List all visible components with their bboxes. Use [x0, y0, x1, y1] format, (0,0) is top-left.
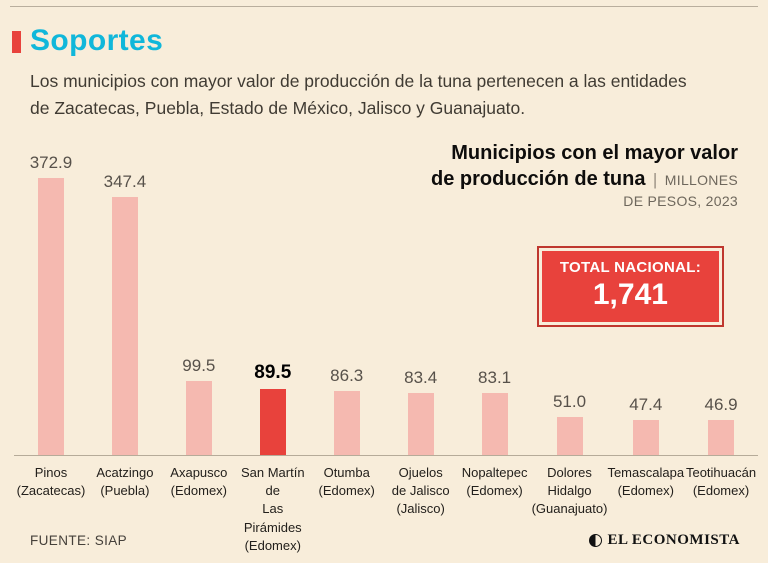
footer: FUENTE: SIAP EL ECONOMISTA	[30, 532, 740, 549]
description: Los municipios con mayor valor de produc…	[30, 71, 687, 119]
bar	[111, 197, 138, 455]
bar-category-label: Pinos (Zacatecas)	[16, 465, 86, 499]
bar-column: 46.9 Teotihuacán (Edomex)	[684, 145, 758, 555]
bar-column: 99.5 Axapusco (Edomex)	[162, 145, 236, 555]
total-national-box: TOTAL NACIONAL: 1,741	[536, 246, 724, 327]
bar-value-label: 372.9	[29, 153, 73, 172]
bar	[708, 420, 735, 455]
bar	[632, 420, 659, 455]
bar-area: 347.4	[88, 145, 162, 455]
chart-units-bottom: DE PESOS, 2023	[623, 193, 738, 209]
chart-baseline	[14, 455, 758, 456]
bar-category-label: Dolores Hidalgo (Guanajuato)	[531, 465, 608, 517]
total-national-value: 1,741	[592, 278, 668, 311]
bar	[185, 381, 212, 455]
bar-column: 83.4 Ojuelos de Jalisco (Jalisco)	[384, 145, 458, 555]
bar-area: 86.3	[310, 145, 384, 455]
page-title: Soportes	[30, 24, 164, 57]
source-label: FUENTE: SIAP	[30, 533, 128, 548]
chart-title-line2: de producción de tuna | MILLONES	[431, 166, 738, 192]
bar-area: 83.1	[458, 145, 532, 455]
top-rule	[10, 6, 758, 7]
bar	[556, 417, 583, 455]
bar-category-label: San Martín de Las Pirámides (Edomex)	[240, 465, 305, 553]
bar-area: 51.0	[532, 145, 608, 455]
bar-chart: 372.9 Pinos (Zacatecas) 347.4 Acatzingo (Pueb…	[14, 145, 758, 555]
bar-column: 347.4 Acatzingo (Puebla)	[88, 145, 162, 555]
header: Soportes	[12, 24, 163, 58]
chart-title-line2-bold: de producción de tuna	[431, 168, 646, 190]
bar-category-label: Nopaltepec (Edomex)	[461, 465, 528, 499]
chart-title-line1: Municipios con el mayor valor	[451, 142, 738, 164]
bar-category-label: Acatzingo (Puebla)	[96, 465, 154, 499]
chart-columns: 372.9 Pinos (Zacatecas) 347.4 Acatzingo (Pueb…	[14, 145, 758, 555]
bar-value-label: 89.5	[254, 362, 292, 383]
bar-value-label: 46.9	[704, 395, 738, 414]
bar-value-label: 51.0	[552, 392, 587, 411]
chart-units-top: MILLONES	[664, 172, 738, 188]
bar-category-label: Ojuelos de Jalisco (Jalisco)	[391, 465, 450, 517]
bar	[37, 178, 64, 455]
title-accent-marker	[12, 31, 21, 53]
bar-column: 86.3 Otumba (Edomex)	[310, 145, 384, 555]
bar	[407, 393, 434, 455]
brand: EL ECONOMISTA	[588, 532, 741, 549]
bar-column: 51.0 Dolores Hidalgo (Guanajuato)	[532, 145, 608, 555]
bar-value-label: 83.1	[478, 368, 512, 387]
bar-area: 46.9	[684, 145, 758, 455]
chart-title: Municipios con el mayor valor de producc…	[431, 140, 738, 210]
bar-value-label: 99.5	[182, 356, 216, 375]
bar-column: 89.5 San Martín de Las Pirámides (Edomex)	[236, 145, 310, 555]
bar-value-label: 347.4	[103, 172, 147, 191]
el-economista-logo-icon	[588, 534, 602, 547]
bar-value-label: 47.4	[629, 395, 663, 414]
bar-category-label: Axapusco (Edomex)	[170, 465, 228, 499]
bar-category-label: Temascalapa (Edomex)	[607, 465, 685, 499]
bar-value-label: 86.3	[330, 366, 364, 385]
bar-category-label: Otumba (Edomex)	[318, 465, 375, 499]
bar-value-label: 83.4	[404, 368, 438, 387]
bar-highlighted	[259, 389, 286, 455]
chart-title-separator: |	[652, 170, 658, 189]
bar-column: 372.9 Pinos (Zacatecas)	[14, 145, 88, 555]
bar-area: 372.9	[14, 145, 88, 455]
bar-area: 99.5	[162, 145, 236, 455]
bar-area: 47.4	[607, 145, 684, 455]
total-national-label: TOTAL NACIONAL:	[559, 259, 701, 276]
bar	[481, 393, 508, 455]
bar-area: 83.4	[384, 145, 458, 455]
bar-column: 83.1 Nopaltepec (Edomex)	[458, 145, 532, 555]
bar	[333, 391, 360, 455]
bar-area: 89.5	[236, 145, 310, 455]
bar-category-label: Teotihuacán (Edomex)	[685, 465, 757, 499]
total-national-inner: TOTAL NACIONAL: 1,741	[541, 251, 719, 322]
brand-name: EL ECONOMISTA	[607, 532, 740, 548]
bar-column: 47.4 Temascalapa (Edomex)	[607, 145, 684, 555]
